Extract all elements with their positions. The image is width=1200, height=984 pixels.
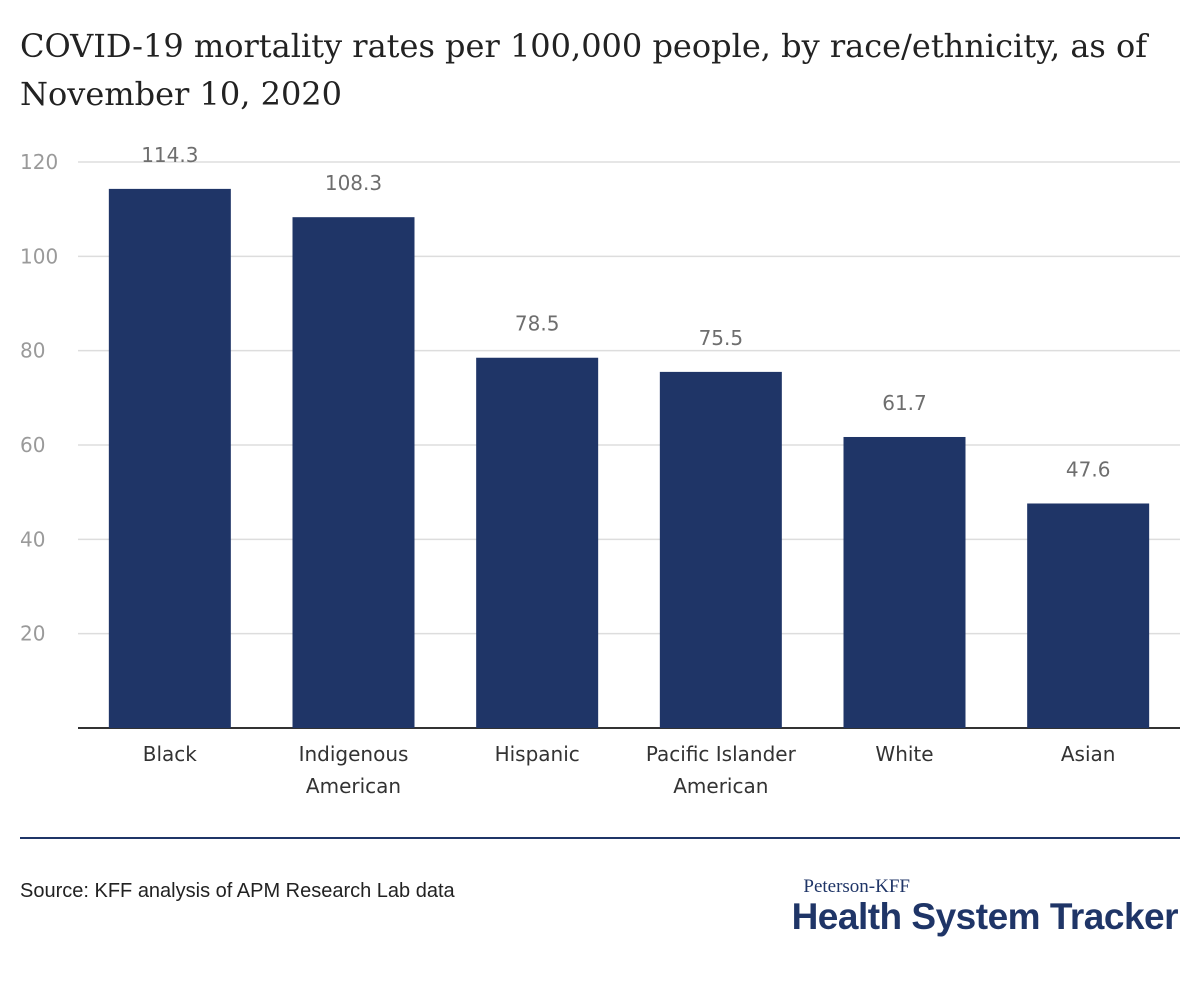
y-tick-label: 80 [20, 339, 45, 363]
brand-logo-text: Health System Tracker [791, 896, 1179, 937]
footer-divider [20, 837, 1180, 839]
bars [108, 188, 1150, 728]
value-label: 78.5 [515, 312, 560, 336]
value-label: 114.3 [141, 143, 198, 167]
category-label: White [875, 742, 933, 766]
category-label: Indigenous [299, 742, 409, 766]
y-tick-label: 20 [20, 622, 45, 646]
category-label: Asian [1061, 742, 1116, 766]
y-tick-label: 100 [20, 244, 58, 268]
brand-name-small: Peterson-KFF [803, 876, 910, 897]
bar-chart: 20 40 60 80 100 120 114.3 Black 108.3 Indigenous A… [20, 143, 1180, 798]
gridlines [78, 161, 1180, 729]
bar [659, 371, 782, 728]
bar [476, 357, 599, 728]
y-tick-label: 60 [20, 433, 45, 457]
y-tick-label: 120 [20, 150, 58, 174]
category-label: Pacific Islander [646, 742, 797, 766]
category-label: American [306, 774, 401, 798]
value-label: 75.5 [699, 326, 744, 350]
value-label: 47.6 [1066, 457, 1111, 481]
y-tick-label: 40 [20, 527, 45, 551]
bar [1027, 503, 1150, 728]
category-label: Black [143, 742, 198, 766]
category-label: Hispanic [495, 742, 580, 766]
value-label: 108.3 [325, 171, 382, 195]
value-label: 61.7 [882, 391, 927, 415]
bar [843, 436, 966, 728]
bar [292, 217, 415, 728]
category-label: American [673, 774, 768, 798]
source-note: Source: KFF analysis of APM Research Lab… [20, 880, 455, 902]
chart-title: COVID-19 mortality rates per 100,000 peo… [20, 27, 1148, 113]
bar [108, 188, 231, 728]
labels: 20 40 60 80 100 120 114.3 Black 108.3 Indigenous A… [20, 143, 1115, 798]
